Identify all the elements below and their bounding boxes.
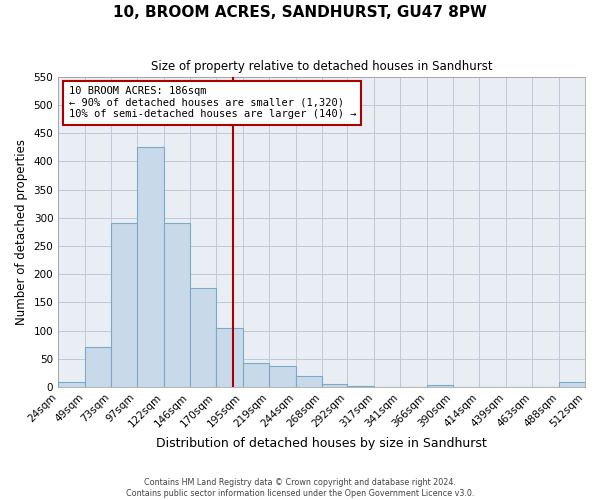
Bar [347,386,374,387]
Bar [85,348,111,387]
Bar [111,224,137,387]
Title: Size of property relative to detached houses in Sandhurst: Size of property relative to detached ho… [151,60,493,73]
Bar [58,382,85,387]
Bar [427,386,453,387]
Text: Contains HM Land Registry data © Crown copyright and database right 2024.
Contai: Contains HM Land Registry data © Crown c… [126,478,474,498]
Text: 10 BROOM ACRES: 186sqm
← 90% of detached houses are smaller (1,320)
10% of semi-: 10 BROOM ACRES: 186sqm ← 90% of detached… [69,86,356,120]
Text: 10, BROOM ACRES, SANDHURST, GU47 8PW: 10, BROOM ACRES, SANDHURST, GU47 8PW [113,5,487,20]
Bar [559,382,585,387]
Bar [190,288,216,387]
Bar [296,376,322,387]
Bar [216,328,243,387]
X-axis label: Distribution of detached houses by size in Sandhurst: Distribution of detached houses by size … [156,437,487,450]
Y-axis label: Number of detached properties: Number of detached properties [15,139,28,325]
Bar [243,362,269,387]
Bar [269,366,296,387]
Bar [322,384,347,387]
Bar [137,148,164,387]
Bar [164,224,190,387]
